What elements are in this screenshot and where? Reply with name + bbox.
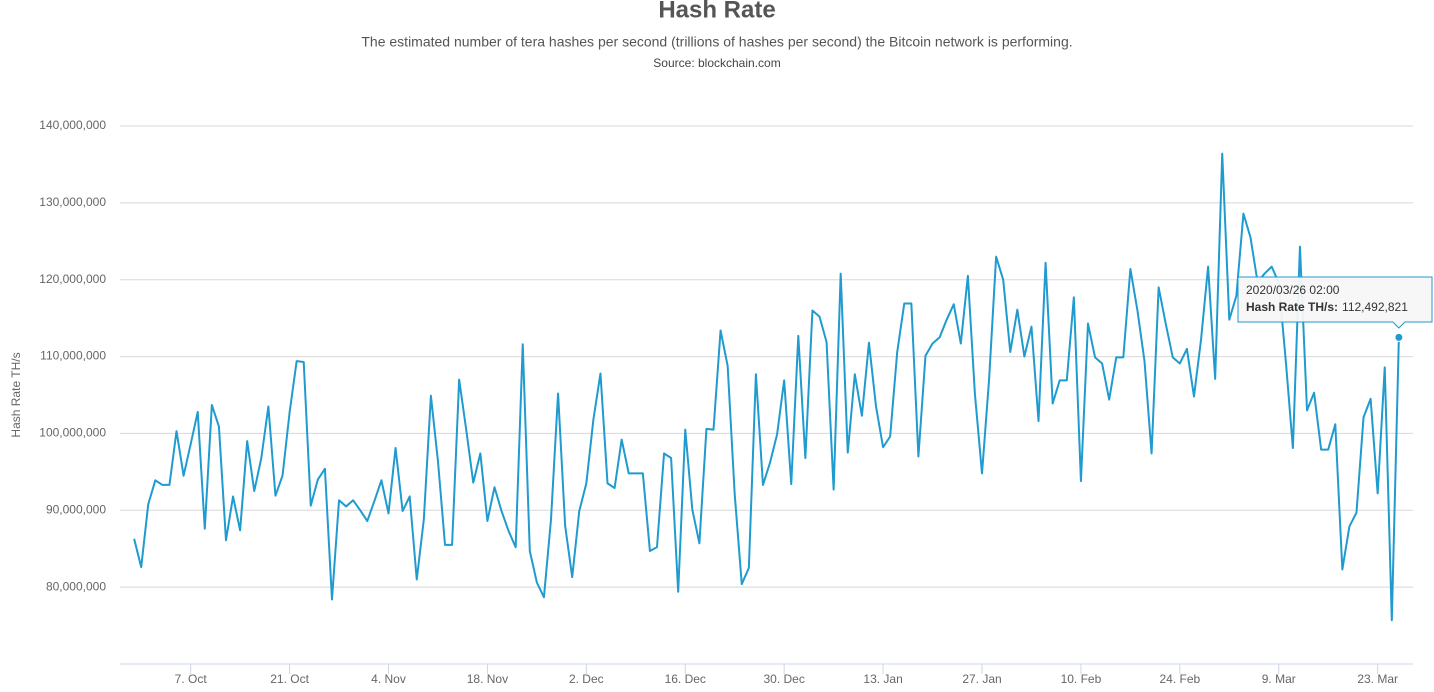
y-tick-label: 100,000,000 bbox=[39, 426, 106, 440]
x-tick-label: 30. Dec bbox=[763, 672, 804, 686]
y-tick-label: 140,000,000 bbox=[39, 118, 106, 132]
data-line bbox=[133, 152, 1400, 622]
tooltip-value: 112,492,821 bbox=[1342, 300, 1408, 314]
y-axis-title: Hash Rate TH/s bbox=[9, 352, 23, 437]
x-tick-label: 10. Feb bbox=[1061, 672, 1102, 686]
tooltip-label: Hash Rate TH/s: bbox=[1246, 300, 1338, 314]
x-tick-label: 4. Nov bbox=[371, 672, 406, 686]
tooltip: 2020/03/26 02:00 Hash Rate TH/s: 112,492,8… bbox=[1237, 276, 1433, 329]
x-tick-label: 13. Jan bbox=[863, 672, 902, 686]
x-tick-label: 21. Oct bbox=[270, 672, 309, 686]
x-tick-label: 24. Feb bbox=[1159, 672, 1200, 686]
chart-title: Hash Rate bbox=[658, 0, 775, 23]
tooltip-box bbox=[1237, 276, 1433, 329]
hover-point bbox=[1394, 332, 1404, 342]
y-tick-label: 80,000,000 bbox=[46, 579, 106, 593]
x-tick-label: 7. Oct bbox=[175, 672, 208, 686]
x-tick-label: 9. Mar bbox=[1262, 672, 1296, 686]
x-tick-label: 2. Dec bbox=[569, 672, 604, 686]
x-tick-label: 18. Nov bbox=[467, 672, 508, 686]
x-tick-label: 16. Dec bbox=[665, 672, 706, 686]
tooltip-title: 2020/03/26 02:00 bbox=[1246, 283, 1340, 297]
chart-source: Source: blockchain.com bbox=[653, 56, 780, 70]
y-tick-label: 90,000,000 bbox=[46, 502, 106, 516]
chart-subtitle: The estimated number of tera hashes per … bbox=[361, 34, 1072, 50]
y-tick-label: 110,000,000 bbox=[40, 349, 106, 363]
x-tick-label: 23. Mar bbox=[1357, 672, 1398, 686]
y-tick-label: 130,000,000 bbox=[39, 195, 106, 209]
y-tick-label: 120,000,000 bbox=[39, 272, 106, 286]
x-tick-label: 27. Jan bbox=[962, 672, 1001, 686]
